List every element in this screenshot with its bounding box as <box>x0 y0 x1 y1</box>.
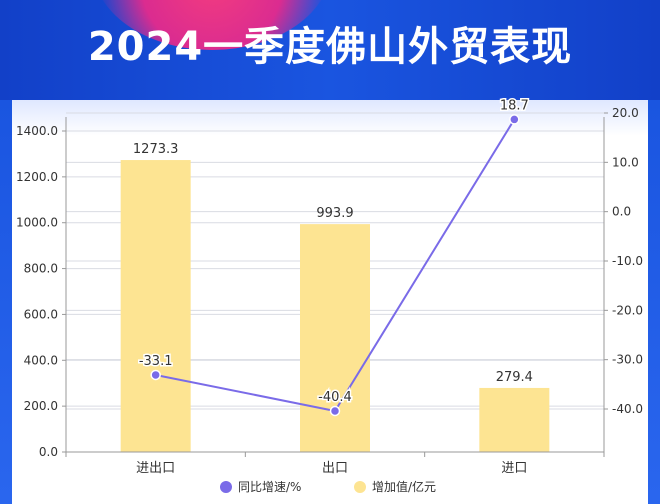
y-left-tick-label: 1200.0 <box>16 170 58 184</box>
page-title: 2024一季度佛山外贸表现 <box>87 24 573 70</box>
title-banner: 2024一季度佛山外贸表现 <box>0 0 660 100</box>
line-point-进口 <box>509 114 520 125</box>
line-point-出口 <box>329 405 341 417</box>
y-right-tick-label: -10.0 <box>612 254 643 268</box>
y-right-tick-label: -20.0 <box>612 303 643 317</box>
left-border-band <box>0 100 12 504</box>
y-right-tick-label: 20.0 <box>612 106 639 120</box>
legend-label-line: 同比增速/% <box>238 480 301 494</box>
y-right-tick-label: -30.0 <box>612 353 643 367</box>
y-right-tick-label: 0.0 <box>612 205 631 219</box>
bar-value-label: 279.4 <box>496 370 533 385</box>
bar-进出口 <box>120 160 191 452</box>
right-border-band <box>648 100 660 504</box>
y-left-tick-label: 0.0 <box>39 445 58 459</box>
legend-label-bar: 增加值/亿元 <box>372 479 436 494</box>
y-right-tick-label: -40.0 <box>612 402 643 416</box>
line-value-label: -40.4 <box>318 390 352 405</box>
y-left-tick-label: 400.0 <box>24 353 58 367</box>
legend-marker-bar <box>354 481 366 493</box>
y-right-tick-label: 10.0 <box>612 155 639 169</box>
bar-进口 <box>479 387 550 452</box>
x-tick-label: 进出口 <box>136 461 175 476</box>
legend-marker-line <box>220 481 232 493</box>
line-value-label: -33.1 <box>139 354 173 369</box>
y-left-tick-label: 800.0 <box>24 262 58 276</box>
bar-value-label: 993.9 <box>316 206 353 221</box>
bar-出口 <box>300 224 370 452</box>
bar-value-label: 1273.3 <box>133 142 179 157</box>
y-left-tick-label: 1400.0 <box>16 124 58 138</box>
x-tick-label: 进口 <box>501 461 527 476</box>
y-left-tick-label: 600.0 <box>24 307 58 321</box>
y-left-tick-label: 1000.0 <box>16 216 58 230</box>
y-left-tick-label: 200.0 <box>24 399 58 413</box>
line-value-label: 18.7 <box>500 98 529 113</box>
x-tick-label: 出口 <box>322 461 348 476</box>
line-point-进出口 <box>150 369 161 381</box>
